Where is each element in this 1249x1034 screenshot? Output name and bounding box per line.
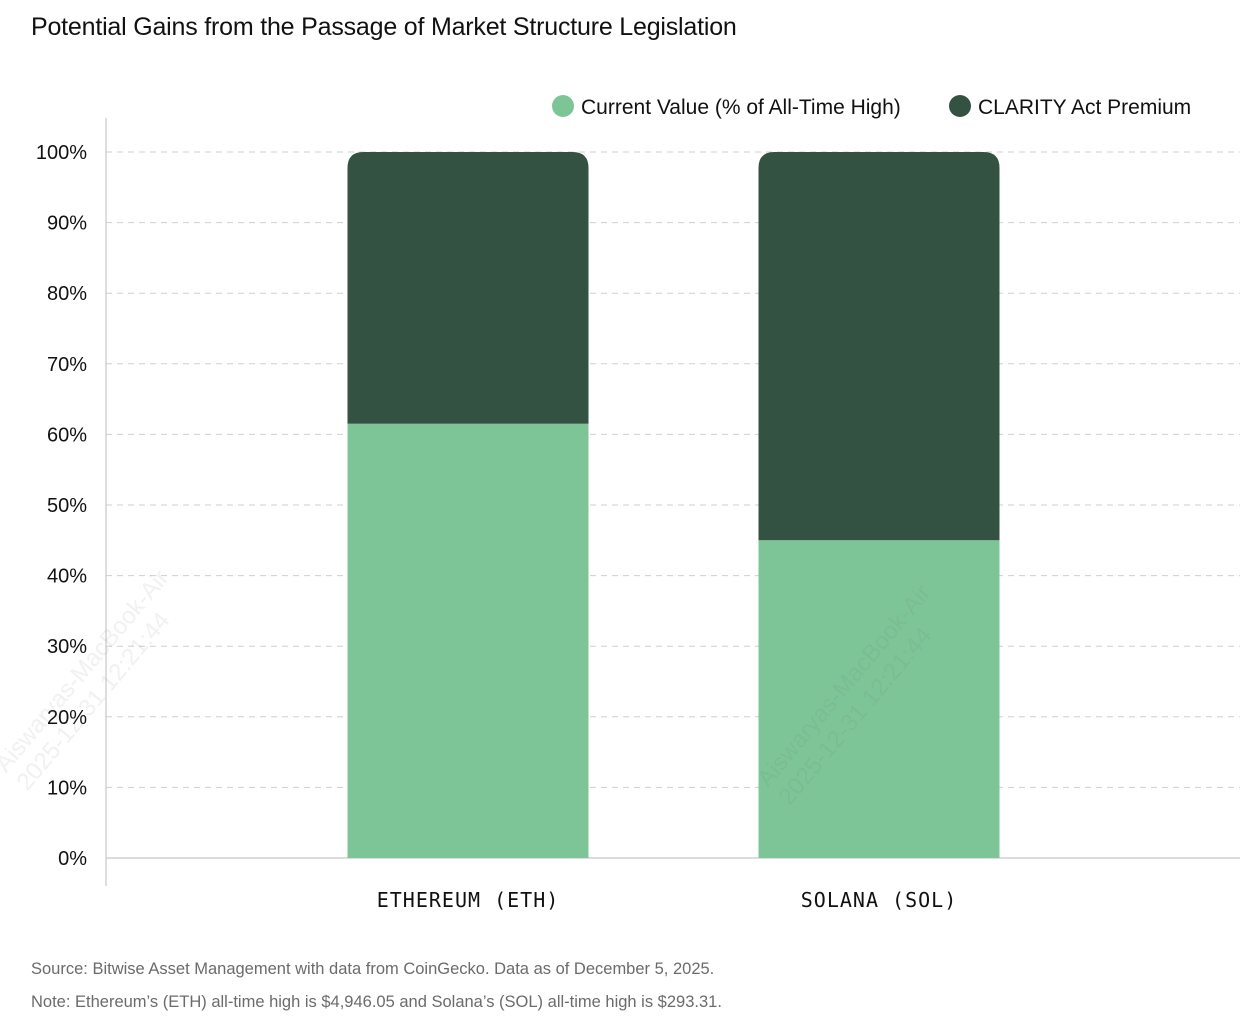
legend-marker-1 <box>949 95 971 117</box>
source-note: Source: Bitwise Asset Management with da… <box>31 960 715 978</box>
ath-note: Note: Ethereum’s (ETH) all-time high is … <box>31 993 722 1011</box>
y-tick-label-40: 40% <box>47 566 87 588</box>
bar-solana-sol-clarity-premium <box>758 152 1000 541</box>
bar-ethereum-eth-clarity-premium <box>347 152 589 424</box>
y-tick-label-20: 20% <box>47 707 87 729</box>
y-tick-label-10: 10% <box>47 777 87 799</box>
x-category-label-0: ETHEREUM (ETH) <box>377 888 560 912</box>
y-tick-label-80: 80% <box>47 283 87 305</box>
x-category-label-1: SOLANA (SOL) <box>801 888 958 912</box>
legend-marker-0 <box>552 95 574 117</box>
stacked-bar-chart: 0% 10% 20% 30% 40% 50% 60% 70% 80% 90% 100% ETHEREU… <box>36 95 1240 912</box>
y-tick-label-60: 60% <box>47 424 87 446</box>
legend-label-0: Current Value (% of All-Time High) <box>581 96 901 119</box>
y-tick-label-30: 30% <box>47 636 87 658</box>
y-tick-label-90: 90% <box>47 213 87 235</box>
y-tick-label-50: 50% <box>47 495 87 517</box>
legend-label-1: CLARITY Act Premium <box>978 96 1191 119</box>
bar-solana-sol-current-value <box>758 540 1000 858</box>
bar-ethereum-eth-current-value <box>347 423 589 858</box>
y-tick-label-0: 0% <box>58 848 87 870</box>
y-tick-label-100: 100% <box>36 142 87 164</box>
y-tick-label-70: 70% <box>47 354 87 376</box>
chart-title: Potential Gains from the Passage of Mark… <box>31 13 737 41</box>
